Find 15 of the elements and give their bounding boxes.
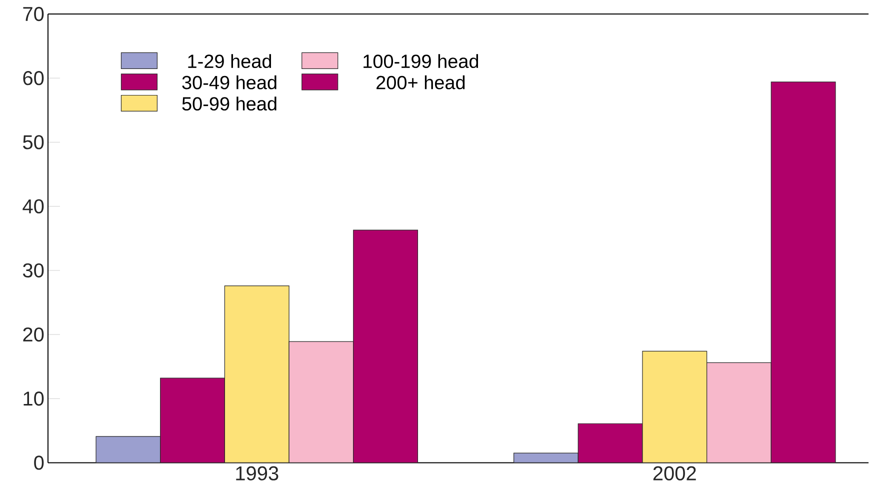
y-tick-label: 70 — [23, 7, 44, 22]
y-tick-label: 20 — [23, 328, 44, 342]
y-tick-label: 30 — [22, 263, 44, 278]
legend-label: 1-29 head — [188, 54, 272, 68]
y-tick-label: 50 — [23, 135, 44, 150]
y-tick-label: 0 — [34, 456, 44, 470]
y-tick-label: 10 — [24, 392, 44, 406]
legend-label: 100-199 head — [364, 54, 478, 68]
legend-label: 30-49 head — [182, 75, 276, 90]
legend-label: 50-99 head — [182, 96, 276, 111]
y-tick-label: 40 — [22, 199, 44, 214]
x-tick-label: 2002 — [653, 466, 696, 481]
x-tick-label: 1993 — [236, 466, 278, 481]
legend-label: 200+ head — [376, 75, 465, 90]
y-tick-label: 60 — [23, 71, 44, 86]
